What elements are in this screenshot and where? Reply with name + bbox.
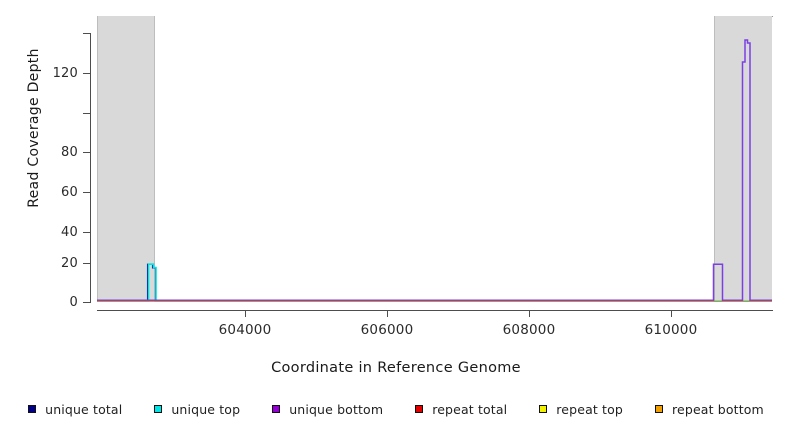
y-tick-140 [83, 33, 90, 34]
coverage-traces [97, 39, 772, 302]
legend-item-repeat-top: repeat top [539, 402, 623, 417]
x-tick-606000 [387, 310, 388, 317]
x-tick-label-606000: 606000 [360, 322, 414, 338]
series-unique-bottom [97, 39, 772, 302]
y-tick-label-0: 0 [69, 295, 78, 310]
y-tick-label-80: 80 [61, 145, 78, 160]
y-axis-line [90, 33, 91, 303]
chart-legend: unique total unique top unique bottom re… [0, 398, 792, 420]
legend-item-repeat-bottom: repeat bottom [655, 402, 764, 417]
plot-panel [97, 16, 772, 302]
y-tick-label-40: 40 [61, 225, 78, 240]
y-tick-100 [83, 113, 90, 114]
y-tick-40 [83, 232, 90, 233]
x-axis-line [97, 310, 773, 311]
x-tick-604000 [245, 310, 246, 317]
x-tick-label-610000: 610000 [644, 322, 698, 338]
y-tick-label-60: 60 [61, 185, 78, 200]
x-tick-610000 [671, 310, 672, 317]
legend-label: repeat top [556, 401, 623, 417]
y-tick-60 [83, 192, 90, 193]
y-tick-20 [83, 263, 90, 264]
y-tick-label-120: 120 [52, 66, 78, 81]
legend-swatch-icon [272, 405, 281, 413]
x-axis-title: Coordinate in Reference Genome [271, 360, 521, 376]
shaded-region-left [97, 16, 155, 302]
legend-label: repeat total [432, 401, 508, 417]
legend-item-unique-top: unique top [154, 402, 240, 417]
y-tick-label-20: 20 [61, 256, 78, 271]
y-tick-120 [83, 73, 90, 74]
series-unique-total [97, 263, 772, 302]
legend-swatch-icon [28, 405, 37, 413]
legend-item-repeat-total: repeat total [415, 402, 507, 417]
y-tick-0 [83, 302, 90, 303]
legend-label: unique bottom [289, 401, 384, 417]
legend-swatch-icon [655, 405, 663, 413]
x-tick-label-608000: 608000 [502, 322, 556, 338]
legend-item-unique-total: unique total [28, 402, 122, 417]
y-axis-title: Read Coverage Depth [26, 48, 42, 208]
legend-swatch-icon [154, 405, 163, 413]
x-tick-label-604000: 604000 [218, 322, 272, 338]
legend-swatch-icon [539, 405, 548, 413]
series-unique-top [97, 263, 772, 302]
legend-item-unique-bottom: unique bottom [272, 402, 383, 417]
legend-label: repeat bottom [672, 401, 764, 417]
x-tick-608000 [529, 310, 530, 317]
legend-label: unique top [171, 401, 241, 417]
legend-swatch-icon [415, 405, 424, 413]
legend-label: unique total [45, 401, 123, 417]
y-tick-80 [83, 152, 90, 153]
